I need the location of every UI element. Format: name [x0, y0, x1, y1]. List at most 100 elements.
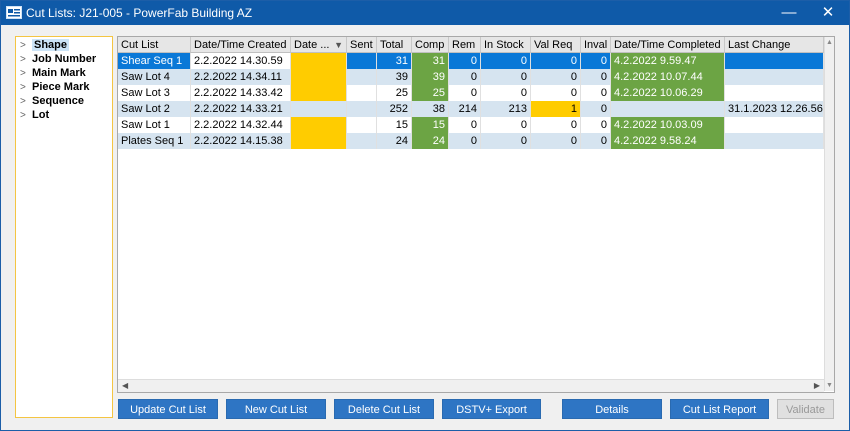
tree-item-main-mark[interactable]: > Main Mark — [20, 66, 86, 80]
cell-rem: 0 — [449, 69, 481, 85]
cell-sent — [347, 117, 377, 133]
tree-item-job-number[interactable]: > Job Number — [20, 52, 96, 66]
cell-total: 24 — [377, 133, 412, 149]
column-header[interactable]: Inval — [581, 37, 611, 53]
scroll-up-icon[interactable]: ▲ — [826, 39, 833, 46]
column-header[interactable]: Sent — [347, 37, 377, 53]
column-header[interactable]: Comp — [412, 37, 449, 53]
chevron-right-icon: > — [20, 82, 26, 93]
column-header[interactable]: Total — [377, 37, 412, 53]
cell-val-req: 0 — [531, 85, 581, 101]
cell-cut-list: Saw Lot 3 — [118, 85, 191, 101]
cell-inval: 0 — [581, 117, 611, 133]
cell-rem: 0 — [449, 133, 481, 149]
cell-completed: 4.2.2022 9.59.47 — [611, 53, 725, 69]
cell-inval: 0 — [581, 133, 611, 149]
cell-date — [291, 133, 347, 149]
cell-cut-list: Saw Lot 2 — [118, 101, 191, 117]
tree-item-label: Shape — [32, 39, 70, 51]
tree-item-piece-mark[interactable]: > Piece Mark — [20, 80, 89, 94]
tree-item-label: Sequence — [32, 95, 84, 107]
cell-in-stock: 0 — [481, 85, 531, 101]
tree-item-sequence[interactable]: > Sequence — [20, 94, 84, 108]
cell-sent — [347, 133, 377, 149]
cell-sent — [347, 69, 377, 85]
cell-in-stock: 0 — [481, 133, 531, 149]
column-header[interactable]: Date/Time Completed — [611, 37, 725, 53]
chevron-right-icon: > — [20, 54, 26, 65]
table-row[interactable]: Plates Seq 1 2.2.2022 14.15.38 24 24 0 0… — [118, 133, 824, 149]
cell-in-stock: 213 — [481, 101, 531, 117]
cell-sent — [347, 101, 377, 117]
cell-total: 15 — [377, 117, 412, 133]
column-header-date[interactable]: Date ... ▼ — [291, 37, 347, 53]
chevron-right-icon: > — [20, 110, 26, 121]
cell-total: 25 — [377, 85, 412, 101]
tree-item-label: Job Number — [32, 53, 97, 65]
close-button[interactable]: ✕ — [821, 4, 835, 21]
tree-item-shape[interactable]: > Shape — [20, 38, 70, 52]
update-cut-list-button[interactable]: Update Cut List — [118, 399, 218, 419]
cell-last-change — [725, 117, 824, 133]
cell-in-stock: 0 — [481, 117, 531, 133]
cell-comp: 31 — [412, 53, 449, 69]
cell-date — [291, 117, 347, 133]
cell-inval: 0 — [581, 53, 611, 69]
table-row[interactable]: Saw Lot 2 2.2.2022 14.33.21 252 38 214 2… — [118, 101, 824, 117]
app-icon — [6, 6, 22, 19]
details-button[interactable]: Details — [562, 399, 662, 419]
column-header[interactable]: In Stock — [481, 37, 531, 53]
cell-in-stock: 0 — [481, 69, 531, 85]
cell-inval: 0 — [581, 69, 611, 85]
cell-cut-list: Saw Lot 1 — [118, 117, 191, 133]
horizontal-scrollbar[interactable]: ◀ ▶ — [118, 379, 824, 392]
new-cut-list-button[interactable]: New Cut List — [226, 399, 326, 419]
cell-val-req: 0 — [531, 53, 581, 69]
column-header[interactable]: Date/Time Created — [191, 37, 291, 53]
cell-in-stock: 0 — [481, 53, 531, 69]
cell-rem: 0 — [449, 117, 481, 133]
cell-comp: 15 — [412, 117, 449, 133]
cell-created: 2.2.2022 14.30.59 — [191, 53, 291, 69]
cell-date — [291, 69, 347, 85]
table-row[interactable]: Saw Lot 4 2.2.2022 14.34.11 39 39 0 0 0 … — [118, 69, 824, 85]
group-by-tree: > Shape > Job Number > Main Mark > Piece Mar… — [15, 36, 113, 418]
cut-list-report-button[interactable]: Cut List Report — [670, 399, 769, 419]
cell-created: 2.2.2022 14.33.42 — [191, 85, 291, 101]
scroll-right-icon[interactable]: ▶ — [813, 381, 820, 390]
cell-last-change — [725, 53, 824, 69]
cell-cut-list: Shear Seq 1 — [118, 53, 191, 69]
cell-comp: 39 — [412, 69, 449, 85]
table-row[interactable]: Saw Lot 1 2.2.2022 14.32.44 15 15 0 0 0 … — [118, 117, 824, 133]
cell-inval: 0 — [581, 101, 611, 117]
cell-cut-list: Saw Lot 4 — [118, 69, 191, 85]
column-header[interactable]: Last Change — [725, 37, 824, 53]
cell-comp: 38 — [412, 101, 449, 117]
column-header[interactable]: Rem — [449, 37, 481, 53]
cell-total: 252 — [377, 101, 412, 117]
cell-last-change — [725, 69, 824, 85]
cell-date — [291, 85, 347, 101]
cell-inval: 0 — [581, 85, 611, 101]
tree-item-label: Piece Mark — [32, 81, 90, 93]
table-row[interactable]: Saw Lot 3 2.2.2022 14.33.42 25 25 0 0 0 … — [118, 85, 824, 101]
cell-last-change — [725, 85, 824, 101]
scroll-down-icon[interactable]: ▼ — [826, 382, 833, 389]
cell-total: 39 — [377, 69, 412, 85]
table-row[interactable]: Shear Seq 1 2.2.2022 14.30.59 31 31 0 0 … — [118, 53, 824, 69]
scroll-left-icon[interactable]: ◀ — [122, 381, 129, 390]
tree-item-label: Main Mark — [32, 67, 86, 79]
cell-completed — [611, 101, 725, 117]
minimize-button[interactable]: — — [781, 4, 797, 21]
filter-icon[interactable]: ▼ — [334, 40, 343, 50]
column-header[interactable]: Val Req — [531, 37, 581, 53]
vertical-scrollbar[interactable]: ▲ ▼ — [824, 37, 834, 391]
delete-cut-list-button[interactable]: Delete Cut List — [334, 399, 434, 419]
tree-item-lot[interactable]: > Lot — [20, 108, 49, 122]
window-title: Cut Lists: J21-005 - PowerFab Building A… — [26, 6, 253, 20]
dstv-export-button[interactable]: DSTV+ Export — [442, 399, 541, 419]
cell-completed: 4.2.2022 10.06.29 — [611, 85, 725, 101]
column-header[interactable]: Cut List — [118, 37, 191, 53]
cell-comp: 25 — [412, 85, 449, 101]
cell-val-req: 0 — [531, 117, 581, 133]
